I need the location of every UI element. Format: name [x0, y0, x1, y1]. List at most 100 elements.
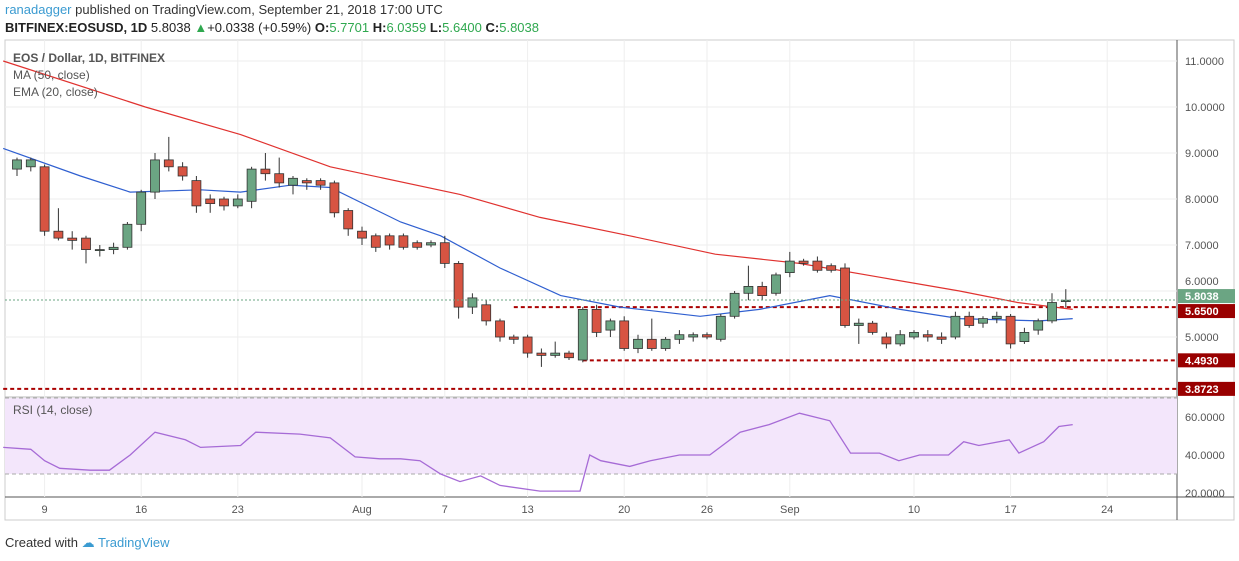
price-tick-label: 8.0000 — [1185, 194, 1219, 206]
candle-down — [53, 230, 64, 239]
candle-up — [136, 191, 147, 225]
candle-up — [232, 198, 243, 207]
level-label-bg — [1178, 304, 1235, 319]
candle-up — [108, 246, 119, 251]
candle-up — [122, 223, 133, 248]
price-tick-label: 5.0000 — [1185, 332, 1219, 344]
candle-down — [67, 237, 78, 241]
candle-up — [605, 320, 616, 331]
candle-up — [743, 285, 754, 294]
high-value: 6.0359 — [386, 20, 427, 35]
candle-down — [205, 198, 216, 204]
chart-frame — [4, 39, 1235, 521]
candle-up — [991, 315, 1002, 319]
level-label: 5.6500 — [1185, 306, 1219, 318]
candle-up — [674, 334, 685, 340]
candle-down — [412, 242, 423, 248]
footer: Created with ☁ TradingView — [5, 535, 170, 551]
publish-info: ranadagger published on TradingView.com,… — [5, 2, 443, 17]
rsi-tick-label: 20.0000 — [1185, 488, 1225, 500]
candle-down — [536, 352, 547, 356]
low-value: 5.6400 — [442, 20, 482, 35]
candle-up — [467, 297, 478, 308]
rsi-tick-label: 40.0000 — [1185, 450, 1225, 462]
candle-up — [288, 177, 298, 186]
candle-down — [1005, 315, 1016, 345]
candle-up — [1019, 331, 1030, 342]
candle-down — [922, 334, 933, 338]
candle-down — [619, 320, 630, 349]
x-tick-label: Aug — [352, 504, 372, 516]
up-arrow-icon: ▲ — [194, 20, 208, 35]
candle-down — [191, 180, 202, 207]
symbol: BITFINEX:EOSUSD, 1D — [5, 20, 148, 35]
x-tick-label: 24 — [1101, 504, 1113, 516]
candle-up — [771, 274, 781, 294]
candle-down — [453, 262, 464, 308]
candle-up — [246, 168, 257, 202]
candle-up — [729, 292, 740, 317]
candle-down — [964, 315, 975, 326]
price-tick-label: 6.0000 — [1185, 276, 1219, 288]
x-tick-label: 9 — [42, 504, 48, 516]
candle-down — [39, 166, 50, 232]
price-tick-label: 7.0000 — [1185, 240, 1219, 252]
last-price: 5.8038 — [150, 20, 191, 35]
candle-up — [577, 308, 588, 361]
candle-up — [688, 334, 699, 338]
x-tick-label: Sep — [780, 504, 800, 516]
x-tick-label: 23 — [232, 504, 244, 516]
candle-down — [812, 260, 823, 271]
candle-up — [150, 159, 160, 193]
created-with: Created with — [5, 535, 78, 550]
candle-down — [163, 159, 174, 168]
candle-down — [357, 230, 367, 239]
symbol-info: BITFINEX:EOSUSD, 1D 5.8038 ▲+0.0338 (+0.… — [5, 20, 539, 35]
ema20-line — [2, 147, 1073, 322]
candle-up — [426, 242, 436, 246]
close-value: 5.8038 — [499, 20, 539, 35]
candle-up — [1033, 320, 1044, 331]
tradingview-link[interactable]: TradingView — [98, 535, 170, 550]
level-label-bg — [1178, 381, 1235, 396]
x-tick-label: 7 — [442, 504, 448, 516]
last-price-bg — [1178, 289, 1235, 304]
candle-up — [784, 260, 795, 274]
candle-down — [384, 235, 395, 246]
candle-down — [798, 260, 809, 264]
legend-ema: EMA (20, close) — [13, 85, 98, 99]
candle-down — [591, 308, 602, 333]
candle-down — [508, 336, 519, 340]
close-label: C: — [485, 20, 500, 35]
publish-text: published on TradingView.com, September … — [75, 2, 443, 17]
candle-up — [660, 338, 671, 349]
last-price-label: 5.8038 — [1185, 291, 1219, 303]
candle-up — [715, 315, 726, 340]
candle-up — [950, 315, 961, 338]
candle-up — [25, 159, 36, 168]
change: +0.0338 (+0.59%) — [207, 20, 312, 35]
price-tick-label: 9.0000 — [1185, 148, 1219, 160]
high-label: H: — [372, 20, 387, 35]
candle-down — [522, 336, 533, 354]
legend-rsi: RSI (14, close) — [13, 403, 93, 417]
tradingview-cloud-icon: ☁ — [81, 535, 95, 550]
rsi-band — [5, 398, 1177, 474]
candle-up — [550, 352, 561, 356]
level-label: 3.8723 — [1185, 384, 1219, 396]
x-tick-label: 17 — [1004, 504, 1016, 516]
candle-up — [978, 318, 988, 324]
candle-down — [840, 267, 850, 326]
open-label: O: — [314, 20, 330, 35]
candle-down — [81, 237, 91, 251]
candle-up — [12, 159, 22, 170]
candle-down — [315, 180, 326, 186]
x-tick-label: 10 — [908, 504, 920, 516]
author-link[interactable]: ranadagger — [5, 2, 72, 17]
candle-up — [633, 338, 643, 349]
candle-down — [398, 235, 409, 248]
candle-down — [301, 180, 312, 184]
rsi-tick-label: 60.0000 — [1185, 412, 1225, 424]
low-label: L: — [429, 20, 443, 35]
